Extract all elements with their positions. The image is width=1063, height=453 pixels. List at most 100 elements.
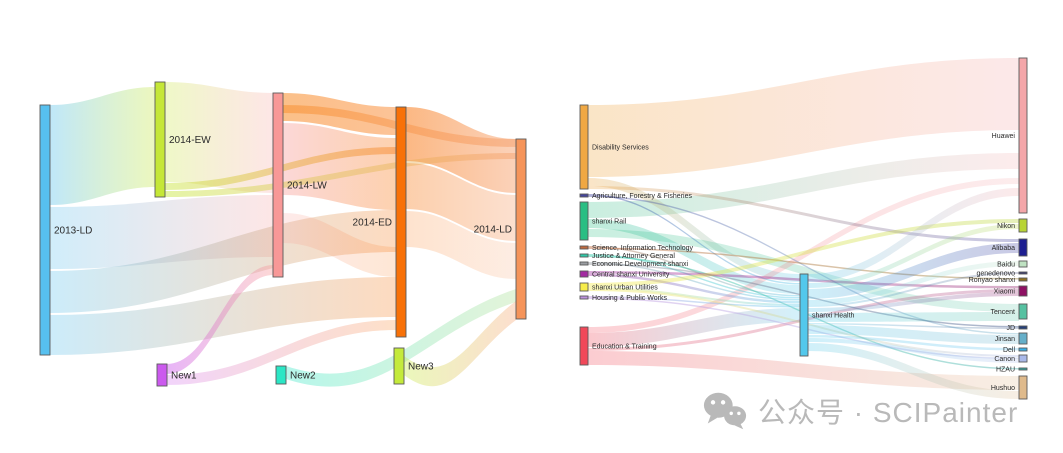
link-shanxi Health-to-Tencent	[808, 312, 1019, 322]
link-Education & Training-to-Huawei	[588, 178, 1019, 333]
node-label-Economic Development shanxi: Economic Development shanxi	[592, 261, 689, 268]
link-2014-ED-to-2014-LD	[406, 211, 516, 279]
sankey-node-Ronyao shanxi[interactable]	[1018, 277, 1028, 282]
node-label-genedenovo: genedenovo	[976, 270, 1015, 277]
link-New2-to-2014-LD	[286, 289, 516, 387]
link-Science, Information Technology-to-Ronyao shanxi	[588, 247, 1019, 280]
sankey-node-JD[interactable]	[1018, 325, 1028, 330]
sankey-node-Jinsan[interactable]	[1018, 332, 1028, 345]
node-label-Justice & Attorney General: Justice & Attorney General	[592, 253, 675, 260]
node-label-New2: New2	[290, 371, 316, 382]
sankey-node-Central shanxi University[interactable]	[579, 270, 589, 278]
sankey-node-shanxi Urban Utilities[interactable]	[579, 282, 589, 292]
node-label-Huawei: Huawei	[992, 133, 1016, 140]
link-2014-ED-to-2014-LD	[406, 163, 516, 241]
node-label-Hushuo: Hushuo	[991, 385, 1015, 392]
link-Education & Training-to-shanxi Health	[588, 308, 800, 347]
sankey-node-New1[interactable]	[156, 363, 168, 387]
sankey-node-Canon[interactable]	[1018, 354, 1028, 363]
sankey-node-shanxi Rail[interactable]	[579, 201, 589, 241]
sankey-node-New2[interactable]	[275, 365, 287, 385]
link-Science, Information Technology-to-shanxi Health	[588, 246, 800, 297]
sankey-node-Nikon[interactable]	[1018, 218, 1028, 233]
sankey-node-Baidu[interactable]	[1018, 260, 1028, 268]
node-label-Dell: Dell	[1003, 347, 1016, 354]
link-Education & Training-to-Hushuo	[588, 351, 1019, 390]
node-label-shanxi Health: shanxi Health	[812, 312, 855, 319]
sankey-node-Hushuo[interactable]	[1018, 375, 1028, 400]
link-2013-LD-to-2014-EW	[50, 87, 155, 205]
sankey-node-2014-ED[interactable]	[395, 106, 407, 338]
link-2014-LW-to-2014-ED	[283, 213, 396, 277]
sankey-node-Disability Services[interactable]	[579, 104, 589, 190]
link-shanxi Health-to-Baidu	[808, 261, 1019, 305]
link-shanxi Rail-to-Tencent	[588, 229, 1019, 312]
sankey-node-Science, Information Technology[interactable]	[579, 245, 589, 250]
watermark-text: 公众号 · SCIPainter	[758, 397, 1019, 428]
node-label-Baidu: Baidu	[997, 261, 1015, 268]
sankey-node-Alibaba[interactable]	[1018, 238, 1028, 257]
sankey-node-Housing & Public Works[interactable]	[579, 295, 589, 300]
link-shanxi Health-to-Xiaomi	[808, 292, 1019, 312]
node-label-Education & Training: Education & Training	[592, 343, 657, 350]
link-2014-EW-to-2014-LW	[165, 82, 273, 193]
link-Agriculture, Forestry & Fisheries-to-Jinsan	[588, 195, 1019, 335]
sankey-node-Education & Training[interactable]	[579, 326, 589, 366]
sankey-node-2013-LD[interactable]	[39, 104, 51, 356]
sankey-node-Huawei[interactable]	[1018, 57, 1028, 214]
node-label-Disability Services: Disability Services	[592, 144, 649, 151]
link-Disability Services-to-Alibaba	[588, 186, 1019, 242]
sankey-node-genedenovo[interactable]	[1018, 271, 1028, 275]
node-label-HZAU: HZAU	[996, 366, 1015, 373]
sankey-node-Xiaomi[interactable]	[1018, 285, 1028, 297]
sankey-node-Economic Development shanxi[interactable]	[579, 261, 589, 266]
link-shanxi Health-to-Alibaba	[808, 243, 1019, 299]
link-shanxi Health-to-Canon	[808, 338, 1019, 363]
link-New1-to-2014-LW	[167, 265, 273, 374]
node-label-shanxi Urban Utilities: shanxi Urban Utilities	[592, 284, 658, 291]
sankey-node-shanxi Health[interactable]	[799, 273, 809, 357]
node-label-Ronyao shanxi: Ronyao shanxi	[969, 277, 1016, 284]
link-shanxi Health-to-JD	[808, 323, 1019, 329]
node-label-Jinsan: Jinsan	[995, 336, 1015, 343]
node-label-2014-EW: 2014-EW	[169, 135, 211, 146]
watermark: 公众号 · SCIPainter	[702, 391, 1018, 431]
sankey-node-Justice & Attorney General[interactable]	[579, 253, 589, 258]
node-label-Agriculture, Forestry & Fisheries: Agriculture, Forestry & Fisheries	[592, 193, 692, 200]
sankey-node-2014-LD[interactable]	[515, 138, 527, 320]
link-2014-LW-to-2014-ED	[283, 123, 396, 210]
link-Housing & Public Works-to-shanxi Health	[588, 296, 800, 308]
node-label-JD: JD	[1006, 325, 1015, 332]
node-label-New3: New3	[408, 362, 434, 373]
link-2014-EW-to-2014-LD	[165, 153, 516, 197]
node-label-Canon: Canon	[994, 356, 1015, 363]
node-label-2014-ED: 2014-ED	[353, 218, 392, 229]
node-label-2014-LW: 2014-LW	[287, 181, 327, 192]
node-label-New1: New1	[171, 371, 197, 382]
node-label-2013-LD: 2013-LD	[54, 226, 92, 237]
link-shanxi Urban Utilities-to-Nikon	[588, 219, 1019, 287]
node-label-Housing & Public Works: Housing & Public Works	[592, 295, 667, 302]
sankey-node-Agriculture, Forestry & Fisheries[interactable]	[579, 193, 589, 198]
link-Disability Services-to-shanxi Health	[588, 178, 800, 282]
sankey-node-Tencent[interactable]	[1018, 303, 1028, 320]
link-shanxi Health-to-Nikon	[808, 224, 1019, 288]
sankey-node-2014-EW[interactable]	[154, 81, 166, 198]
node-label-shanxi Rail: shanxi Rail	[592, 218, 627, 225]
link-shanxi Urban Utilities-to-shanxi Health	[588, 287, 800, 306]
node-label-Nikon: Nikon	[997, 223, 1015, 230]
link-Disability Services-to-Huawei	[588, 58, 1019, 177]
node-label-Alibaba: Alibaba	[992, 245, 1015, 252]
link-Economic Development shanxi-to-shanxi Health	[588, 262, 800, 301]
link-Central shanxi University-to-shanxi Health	[588, 273, 800, 304]
sankey-node-2014-LW[interactable]	[272, 92, 284, 278]
node-label-Central shanxi University: Central shanxi University	[592, 271, 670, 278]
right-sankey-org-company: Disability Services Agriculture, Forestry…	[579, 57, 1028, 400]
link-shanxi Health-to-genedenovo	[808, 272, 1019, 307]
sankey-node-New3[interactable]	[393, 347, 405, 385]
link-shanxi Health-to-Dell	[808, 335, 1019, 351]
link-New3-to-2014-LD	[404, 301, 516, 387]
sankey-node-Dell[interactable]	[1018, 347, 1028, 352]
sankey-node-HZAU[interactable]	[1018, 367, 1028, 371]
